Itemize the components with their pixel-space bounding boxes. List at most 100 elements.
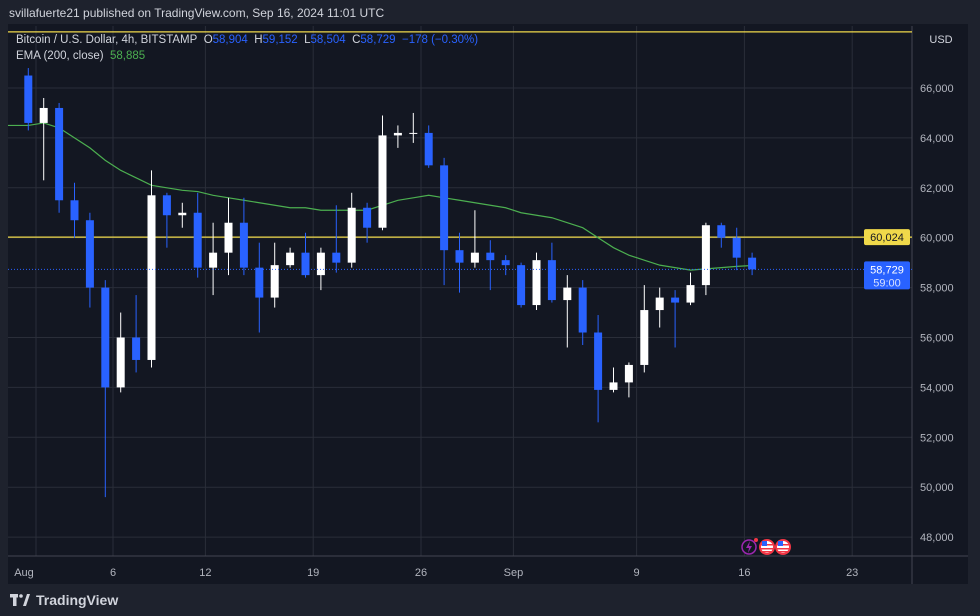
candle-body <box>409 132 418 134</box>
candle-body <box>193 212 202 268</box>
candle-body <box>455 250 464 263</box>
lightning-event-icon[interactable] <box>741 538 758 555</box>
x-tick-label: 19 <box>307 567 319 579</box>
candle-body <box>24 75 33 123</box>
candle-body <box>594 332 603 390</box>
footer-brand: TradingView <box>36 592 119 608</box>
candle-body <box>363 207 372 228</box>
y-tick-label: 54,000 <box>920 382 954 394</box>
lightning-glyph <box>746 541 752 553</box>
y-tick-label: 60,000 <box>920 233 954 245</box>
chart-frame <box>8 24 968 584</box>
candle-body <box>55 107 64 201</box>
high-value: 59,152 <box>262 34 298 46</box>
y-tick-label: 58,000 <box>920 283 954 295</box>
candle-body <box>162 195 171 216</box>
candle-body <box>563 287 572 301</box>
ema-value: 58,885 <box>109 50 146 62</box>
us-flag-event-icon[interactable] <box>759 539 775 555</box>
flag-stripe <box>777 551 789 553</box>
y-tick-label: 50,000 <box>920 482 954 494</box>
candle-body <box>132 337 141 360</box>
candle-body <box>640 310 649 365</box>
last-price-tag <box>864 261 910 290</box>
publish-info: svillafuerte21 published on TradingView.… <box>9 6 385 20</box>
x-tick-label: 6 <box>110 567 116 579</box>
candle-body <box>255 267 264 298</box>
flag-canton <box>778 541 783 546</box>
candle-body <box>686 285 695 303</box>
candle-body <box>39 107 48 123</box>
candle-body <box>332 252 341 263</box>
bar-countdown-label: 59:00 <box>873 277 901 289</box>
currency-button[interactable]: USD <box>929 34 953 46</box>
footer-logo: TradingView <box>10 592 118 608</box>
candle-body <box>547 260 556 301</box>
candle-body <box>609 382 618 390</box>
candle-body <box>517 265 526 306</box>
flag-stripe <box>761 551 773 553</box>
candle-body <box>116 337 125 388</box>
close-label: C <box>352 34 361 46</box>
y-tick-label: 48,000 <box>920 532 954 544</box>
plot-area <box>8 31 912 498</box>
candle-body <box>70 200 79 221</box>
candle-body <box>85 220 94 288</box>
ema-row: EMA (200, close) 58,885 <box>16 48 478 64</box>
candle-body <box>178 212 187 216</box>
high-label: H <box>254 34 263 46</box>
candle-body <box>270 265 279 298</box>
x-tick-label: Sep <box>504 567 524 579</box>
last-price-label: 58,729 <box>870 264 904 276</box>
x-tick-label: Aug <box>14 567 34 579</box>
candle-body <box>486 252 495 261</box>
candle-body <box>532 260 541 306</box>
candle-body <box>239 222 248 268</box>
open-label: O <box>203 34 213 46</box>
candle-body <box>717 225 726 238</box>
low-label: L <box>304 34 311 46</box>
candle-body <box>101 287 110 388</box>
symbol-title: Bitcoin / U.S. Dollar, 4h, BITSTAMP <box>16 34 198 46</box>
symbol-row: Bitcoin / U.S. Dollar, 4h, BITSTAMP O58,… <box>16 32 478 48</box>
candle-body <box>470 252 479 263</box>
level-price-label: 60,024 <box>870 232 904 244</box>
candle-body <box>393 132 402 136</box>
candle-body <box>378 135 387 228</box>
flag-stripe <box>761 548 773 550</box>
ema-label: EMA (200, close) <box>16 50 104 62</box>
candle-body <box>209 252 218 268</box>
candle-body <box>748 257 757 270</box>
y-tick-label: 62,000 <box>920 183 954 195</box>
y-tick-label: 56,000 <box>920 333 954 345</box>
candle-body <box>624 364 633 383</box>
flag-stripe <box>777 548 789 550</box>
us-flag-event-icon[interactable] <box>775 539 791 555</box>
x-tick-label: 26 <box>415 567 427 579</box>
candle-body <box>147 195 156 360</box>
open-value: 58,904 <box>212 34 248 46</box>
close-value: 58,729 <box>360 34 396 46</box>
candle-body <box>424 132 433 166</box>
level-price-tag <box>864 229 910 246</box>
candle-body <box>347 207 356 263</box>
y-tick-label: 64,000 <box>920 133 954 145</box>
candle-body <box>440 165 449 251</box>
candle-body <box>655 297 664 311</box>
candle-body <box>224 222 233 253</box>
candle-body <box>671 297 680 303</box>
tradingview-logo-icon <box>10 594 30 606</box>
event-dot <box>754 538 758 542</box>
candle-body <box>301 252 310 276</box>
x-tick-label: 23 <box>846 567 858 579</box>
candle-body <box>501 260 510 266</box>
x-tick-label: 16 <box>738 567 750 579</box>
candle-body <box>701 225 710 286</box>
candle-body <box>732 237 741 258</box>
x-tick-label: 9 <box>634 567 640 579</box>
low-value: 58,504 <box>310 34 346 46</box>
y-tick-label: 66,000 <box>920 83 954 95</box>
x-tick-label: 12 <box>199 567 211 579</box>
y-tick-label: 52,000 <box>920 432 954 444</box>
